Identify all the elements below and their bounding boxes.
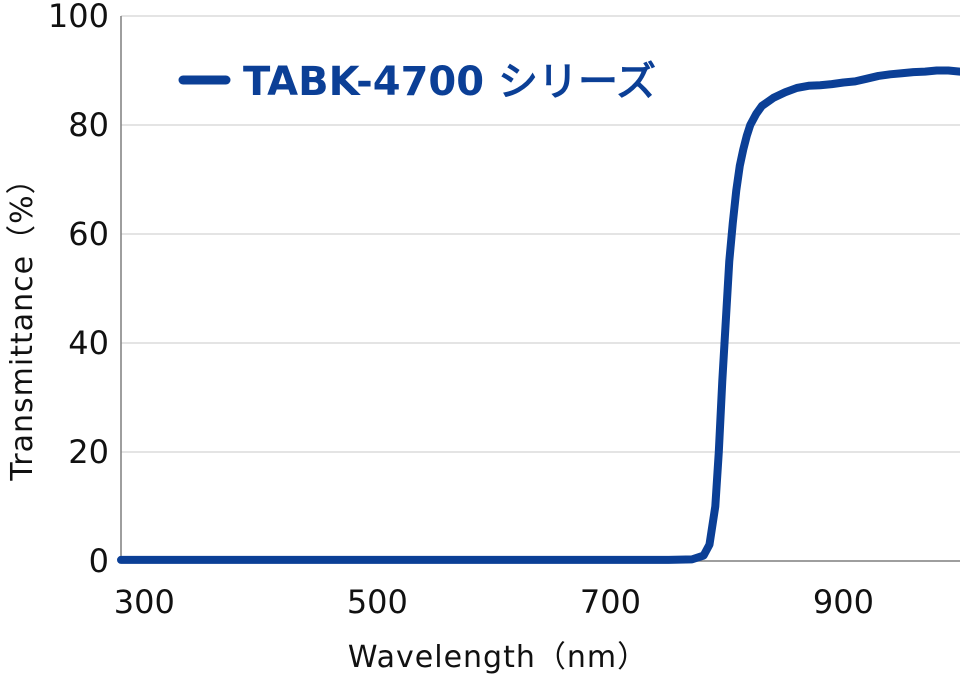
series-line-0 — [117, 66, 960, 564]
x-tick-label-500: 500 — [347, 583, 408, 621]
y-tick-label-40: 40 — [68, 324, 109, 362]
tick-labels: 0 20 40 60 80 100 300 500 700 900 — [48, 0, 874, 621]
x-tick-label-900: 900 — [813, 583, 874, 621]
x-tick-label-300: 300 — [114, 583, 175, 621]
y-tick-label-100: 100 — [48, 0, 109, 35]
y-axis-title: Transmittance（%） — [5, 163, 40, 481]
legend-label: TABK-4700 シリーズ — [243, 59, 656, 105]
x-axis-title: Wavelength（nm） — [348, 640, 648, 675]
y-tick-label-0: 0 — [89, 542, 109, 580]
y-tick-label-60: 60 — [68, 215, 109, 253]
y-tick-label-20: 20 — [68, 433, 109, 471]
legend: TABK-4700 シリーズ — [178, 59, 656, 105]
gridlines — [121, 15, 960, 453]
x-tick-label-700: 700 — [580, 583, 641, 621]
plot-area — [117, 66, 960, 564]
y-tick-label-80: 80 — [68, 106, 109, 144]
